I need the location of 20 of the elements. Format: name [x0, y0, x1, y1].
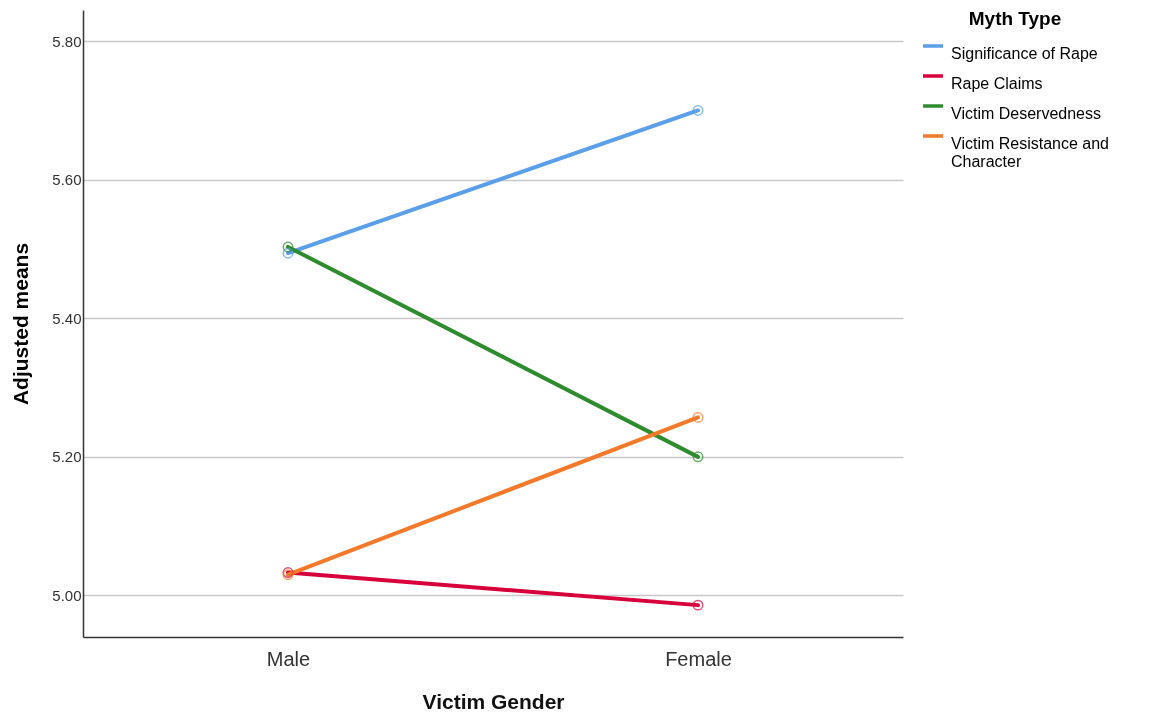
- y-tick-label: 5.00: [52, 586, 82, 604]
- point: [282, 241, 294, 253]
- x-axis-title: Victim Gender: [422, 689, 565, 713]
- y-tick-label: 5.60: [52, 171, 82, 189]
- point: [282, 247, 294, 259]
- point: [692, 599, 704, 611]
- point: [692, 411, 704, 423]
- legend-label: Victim Deservedness: [951, 105, 1101, 122]
- legend-label: Victim Resistance and Character: [951, 135, 1109, 170]
- point: [692, 104, 704, 116]
- y-axis-title: Adjusted means: [9, 242, 33, 406]
- legend-title: Myth Type: [968, 8, 1062, 29]
- legend-label: Rape Claims: [951, 75, 1043, 92]
- y-tick-label: 5.80: [52, 32, 82, 50]
- legend-label: Significance of Rape: [951, 45, 1098, 62]
- x-tick-label: Male: [266, 647, 311, 670]
- point: [692, 451, 704, 463]
- x-tick-label: Female: [665, 647, 732, 670]
- y-tick-label: 5.20: [52, 448, 82, 466]
- y-tick-label: 5.40: [52, 309, 82, 327]
